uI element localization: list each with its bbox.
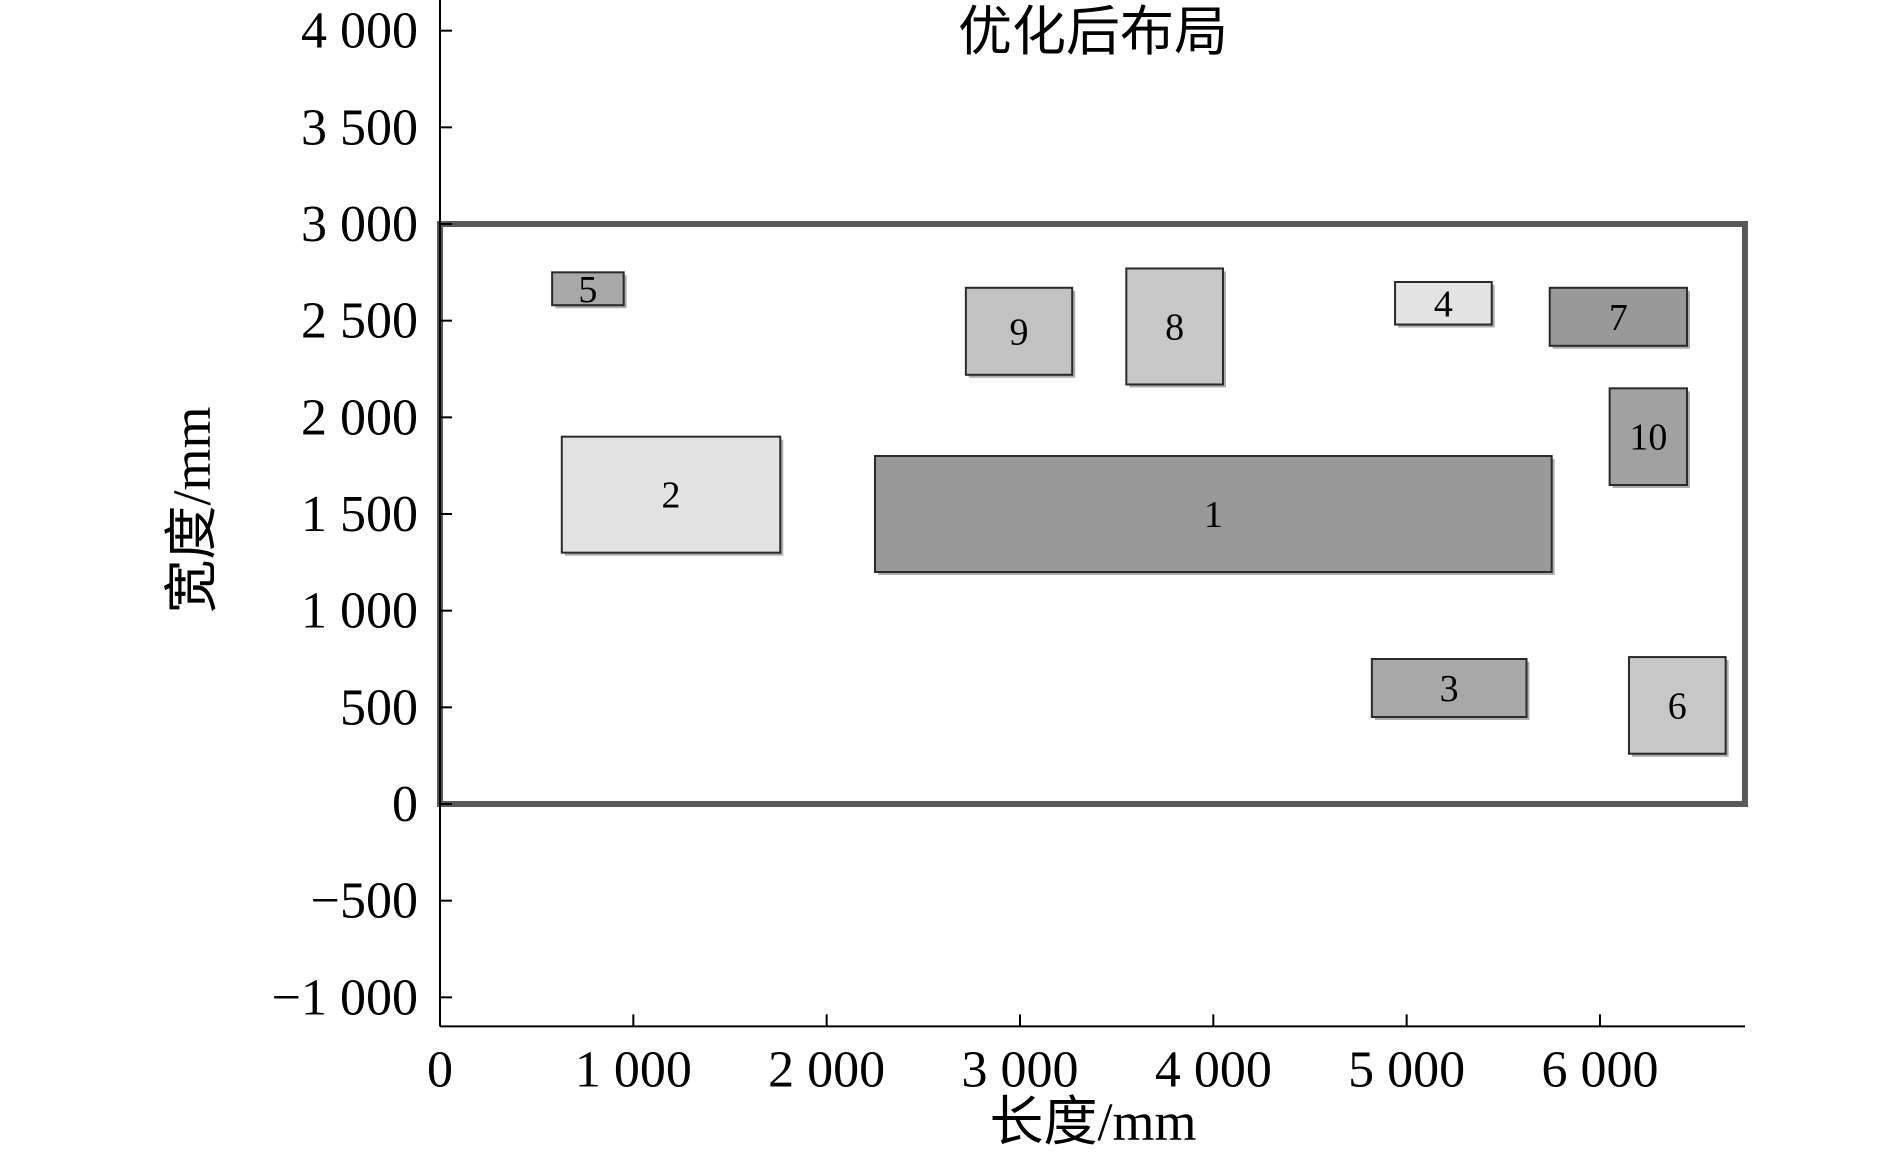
equipment-5-rect bbox=[551, 271, 625, 307]
equipment-2-label: 2 bbox=[662, 475, 681, 517]
equipment-6-label: 6 bbox=[1668, 685, 1687, 727]
equipment-9: 9 bbox=[964, 286, 1076, 378]
equipment-4: 4 bbox=[1394, 281, 1495, 328]
equipment-4-rect bbox=[1394, 281, 1493, 326]
equipment-8: 8 bbox=[1125, 267, 1226, 388]
equipment-4-label: 4 bbox=[1434, 283, 1453, 325]
equipment-1: 1 bbox=[873, 455, 1555, 576]
equipment-rects: 1 2 3 4 5 6 7 8 9 10 bbox=[551, 267, 1729, 757]
y-axis-label: 宽度/mm bbox=[162, 406, 222, 613]
x-tick-label: 6 000 bbox=[1541, 1041, 1658, 1098]
x-tick-label: 4 000 bbox=[1155, 1041, 1272, 1098]
equipment-10: 10 bbox=[1608, 387, 1690, 489]
y-tick-label: 0 bbox=[392, 776, 418, 833]
y-tick-label: 2 500 bbox=[301, 293, 418, 350]
y-tick-label: 2 000 bbox=[301, 389, 418, 446]
x-tick-label: 0 bbox=[427, 1041, 453, 1098]
equipment-5-label: 5 bbox=[578, 269, 597, 311]
equipment-6: 6 bbox=[1627, 656, 1729, 757]
x-axis-label: 长度/mm bbox=[989, 1092, 1196, 1152]
equipment-3-rect bbox=[1370, 658, 1528, 719]
axes-layer: −1 000 −500 0 500 1 000 1 500 2 000 2 500 3 000 3… bbox=[272, 0, 1745, 1098]
chart-title: 优化后布局 bbox=[958, 2, 1228, 62]
equipment-9-label: 9 bbox=[1010, 311, 1029, 353]
equipment-1-label: 1 bbox=[1204, 494, 1223, 536]
x-tick-label: 3 000 bbox=[961, 1041, 1078, 1098]
equipment-9-rect bbox=[964, 286, 1074, 376]
y-tick-label: −1 000 bbox=[272, 969, 418, 1026]
y-tick-label: 4 000 bbox=[301, 3, 418, 60]
equipment-5: 5 bbox=[551, 269, 627, 311]
y-tick-label: 500 bbox=[340, 679, 418, 736]
equipment-3: 3 bbox=[1370, 658, 1530, 721]
equipment-2-rect bbox=[560, 435, 782, 554]
equipment-7-label: 7 bbox=[1609, 297, 1628, 339]
equipment-7: 7 bbox=[1548, 286, 1690, 349]
x-tick-label: 1 000 bbox=[575, 1041, 692, 1098]
equipment-8-rect bbox=[1125, 267, 1224, 386]
y-tick-label: 3 500 bbox=[301, 99, 418, 156]
y-tick-label: 1 000 bbox=[301, 583, 418, 640]
y-tick-label: 3 000 bbox=[301, 196, 418, 253]
equipment-2: 2 bbox=[560, 435, 784, 556]
y-tick-label: 1 500 bbox=[301, 486, 418, 543]
x-tick-label: 5 000 bbox=[1348, 1041, 1465, 1098]
equipment-3-label: 3 bbox=[1440, 668, 1459, 710]
x-tick-label: 2 000 bbox=[768, 1041, 885, 1098]
equipment-7-rect bbox=[1548, 286, 1688, 347]
equipment-10-rect bbox=[1608, 387, 1688, 487]
y-tick-label: −500 bbox=[311, 873, 418, 930]
equipment-6-rect bbox=[1627, 656, 1727, 755]
equipment-1-rect bbox=[873, 455, 1553, 574]
equipment-10-label: 10 bbox=[1629, 417, 1667, 459]
equipment-8-label: 8 bbox=[1165, 306, 1184, 348]
